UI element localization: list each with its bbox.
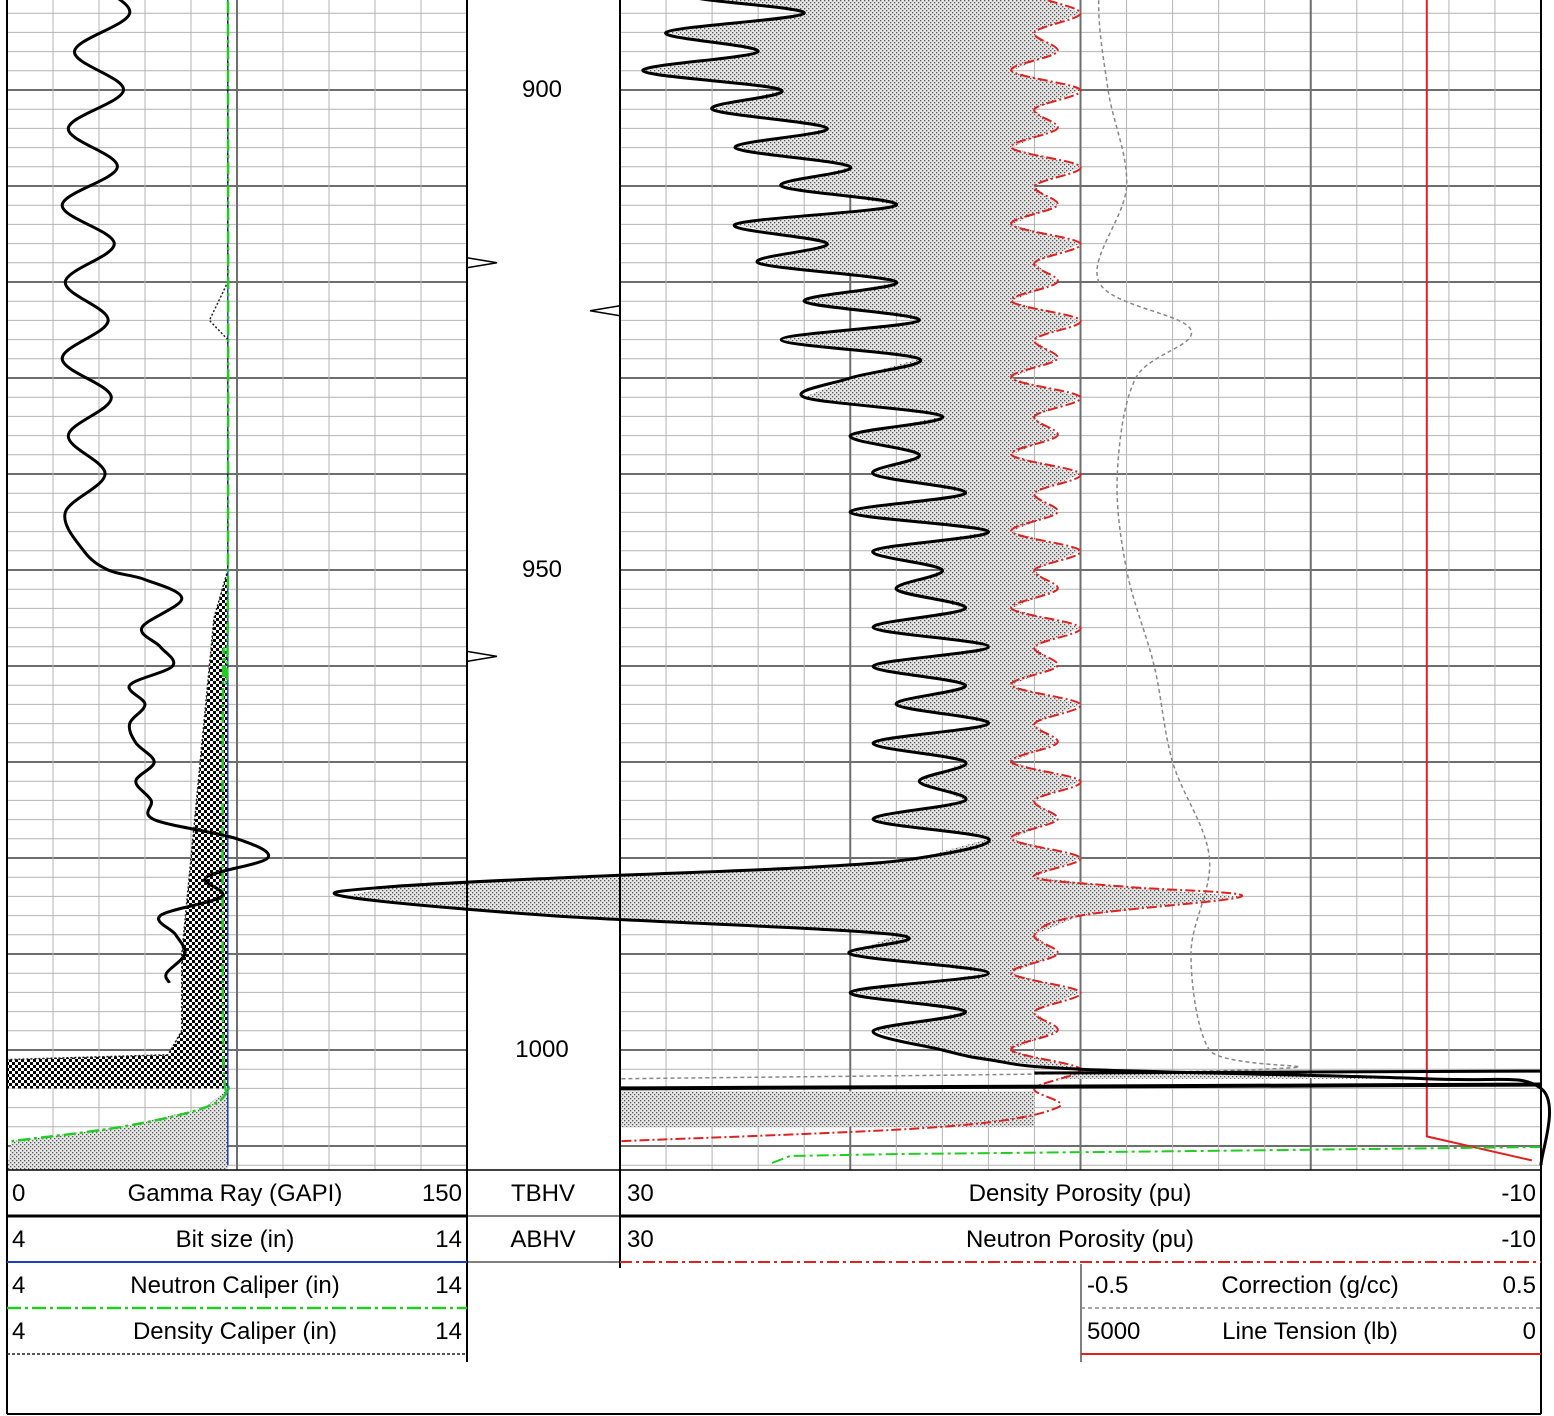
density-porosity-label: Density Porosity (pu) <box>968 1180 1192 1207</box>
density-porosity-scale-left: 30 <box>627 1180 654 1207</box>
bit-size-scale-left: 4 <box>12 1226 26 1253</box>
tbhv-label: TBHV <box>510 1180 575 1207</box>
grid-layer <box>7 0 1541 1170</box>
curve-layer <box>6 0 1551 1166</box>
porosity-base-fill <box>620 1091 1035 1127</box>
neutron-caliper-label: Neutron Caliper (in) <box>130 1272 340 1299</box>
caliper-washout-fill <box>7 474 228 1089</box>
density-caliper-curve <box>6 0 229 1166</box>
density-caliper-scale-right: 14 <box>435 1318 462 1345</box>
density-porosity-base-line <box>619 1082 1542 1091</box>
gamma-scale-right: 150 <box>421 1180 462 1207</box>
density-porosity-scale-right: -10 <box>1501 1180 1536 1207</box>
neutron-porosity-curve <box>619 0 1243 1143</box>
line-tension-curve <box>1425 0 1533 1162</box>
neutron-caliper-scale-right: 14 <box>435 1272 462 1299</box>
bit-size-scale-right: 14 <box>435 1226 462 1253</box>
correction-curve <box>619 0 1300 1080</box>
line-tension-scale-right: 0 <box>1522 1318 1536 1345</box>
density-caliper-label: Density Caliper (in) <box>132 1318 338 1345</box>
correction-label: Correction (g/cc) <box>1221 1272 1399 1299</box>
gamma-ray-label: Gamma Ray (GAPI) <box>127 1180 343 1207</box>
correction-scale-left: -0.5 <box>1087 1272 1129 1299</box>
caliper-flare-fill <box>7 1088 228 1170</box>
depth-label-950: 950 <box>521 556 563 583</box>
neutron-porosity-scale-left: 30 <box>627 1226 654 1253</box>
density-porosity-tail-line <box>1034 1069 1542 1075</box>
abhv-marker-0 <box>589 305 621 317</box>
density-caliper-scale-left: 4 <box>12 1318 26 1345</box>
porosity-crossover-fill <box>343 0 1426 1079</box>
gamma-ray-curve <box>60 0 271 984</box>
line-tension-scale-left: 5000 <box>1087 1318 1141 1345</box>
tbhv-marker-1 <box>466 650 498 663</box>
depth-label-1000: 1000 <box>515 1036 569 1063</box>
neutron-caliper-track2-curve <box>771 1146 1542 1164</box>
abhv-label: ABHV <box>510 1226 576 1253</box>
neutron-porosity-scale-right: -10 <box>1501 1226 1536 1253</box>
correction-scale-right: 0.5 <box>1502 1272 1536 1299</box>
neutron-porosity-label: Neutron Porosity (pu) <box>965 1226 1195 1253</box>
bit-size-label: Bit size (in) <box>175 1226 295 1253</box>
neutron-caliper-curve <box>11 0 230 1143</box>
density-porosity-curve <box>332 0 1551 1166</box>
neutron-caliper-scale-left: 4 <box>12 1272 26 1299</box>
frame-layer <box>6 0 1542 1415</box>
depth-label-900: 900 <box>521 76 563 103</box>
tbhv-marker-0 <box>466 257 498 269</box>
line-tension-label: Line Tension (lb) <box>1222 1318 1398 1345</box>
gamma-scale-left: 0 <box>12 1180 26 1207</box>
fill-layer <box>7 0 1426 1170</box>
